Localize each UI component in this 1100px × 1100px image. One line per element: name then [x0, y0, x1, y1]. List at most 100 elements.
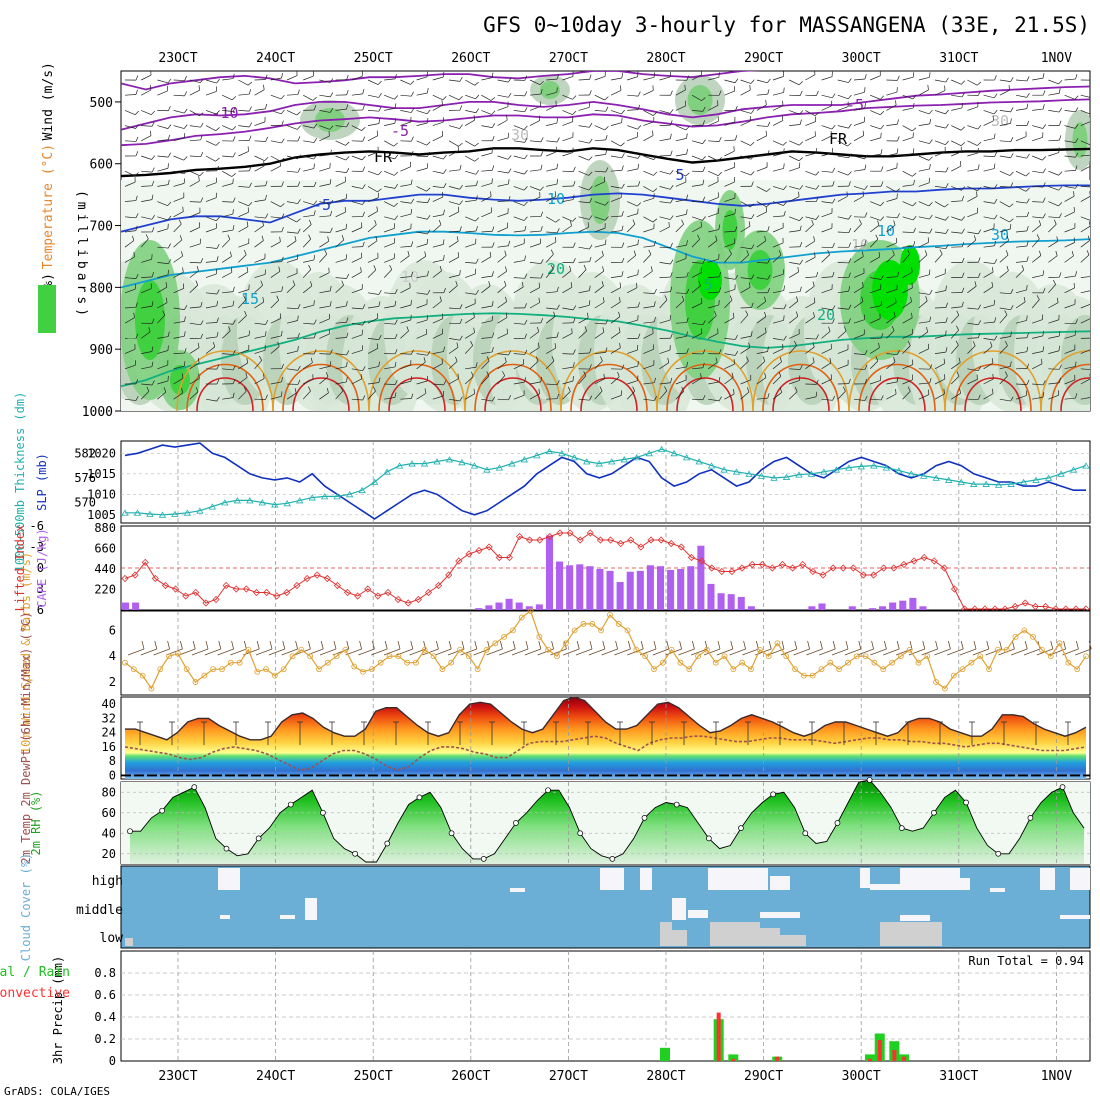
wind-barb-10m: [371, 648, 388, 656]
wind-barb: [789, 155, 800, 162]
wind-barb: [222, 272, 233, 278]
wind-barb-flag: [296, 111, 301, 116]
wind-barb: [870, 277, 882, 280]
wind-barb: [303, 337, 315, 339]
wind-barb: [643, 321, 655, 324]
wind-barb-flag: [265, 136, 268, 142]
wind-barb-flag: [848, 258, 852, 264]
wind-barb: [189, 322, 201, 326]
wind-barb: [675, 300, 685, 309]
wind-barb-10m-flag: [474, 640, 478, 650]
wind-barb-flag: [261, 235, 264, 241]
wind-barb-flag: [523, 216, 528, 221]
wind-barb-flag: [346, 361, 348, 367]
wind-barb-flag: [281, 330, 283, 336]
rh-marker: [448, 830, 455, 837]
wind-barb-10m: [575, 648, 593, 656]
wind-barb-flag: [847, 94, 852, 100]
wind-barb: [724, 150, 735, 157]
wind-barb-flag: [686, 317, 689, 323]
wind-barb: [627, 168, 639, 172]
wind-barb-flag: [767, 226, 770, 232]
wind-barb-flag: [179, 235, 183, 241]
rh-blob: [1072, 122, 1088, 158]
wind-barb: [1064, 227, 1076, 233]
wind-barb-flag: [893, 311, 896, 317]
wind-barb: [902, 137, 914, 142]
wind-barb: [400, 79, 411, 85]
wind-barb-flag: [848, 181, 851, 187]
wind-barb-flag: [729, 295, 733, 301]
wind-barb: [286, 110, 298, 116]
cloud-high-block: [1070, 868, 1090, 890]
warm-contour: [368, 350, 466, 411]
wind-barb-flag: [540, 211, 543, 217]
wind-speed-marker: [765, 653, 772, 660]
wind-barb-flag: [508, 240, 511, 246]
wind-barb: [270, 271, 281, 278]
wind-speed-marker: [783, 653, 790, 660]
li-tick-label: -6: [30, 519, 44, 533]
thickness-marker: [271, 501, 279, 508]
wind-barb-flag: [1008, 85, 1010, 91]
wind-speed-marker: [1012, 633, 1019, 640]
wind-barb: [594, 352, 606, 354]
wind-barb: [205, 125, 216, 132]
wind-barb: [610, 395, 622, 400]
wind-barb-10m-flag: [922, 640, 926, 650]
wind-barb-10m-flag: [384, 640, 388, 650]
wind-barb-10m: [268, 648, 285, 656]
wind-barb: [853, 195, 864, 202]
wind-barb-flag: [604, 216, 609, 221]
wind-barb-flag: [832, 242, 835, 248]
wind-barb: [594, 125, 606, 131]
ua-ylabel-right: (millibars): [74, 190, 89, 320]
wind-barb: [756, 332, 767, 339]
wind-barb: [254, 185, 266, 187]
wind-barb: [173, 307, 185, 310]
wind-barb-flag: [605, 134, 608, 140]
wind-barb: [416, 155, 428, 157]
wind-barb-flag: [750, 79, 755, 84]
wind-barb-flag: [925, 296, 928, 302]
wind-speed-marker: [183, 666, 190, 673]
wind-barb: [497, 79, 509, 83]
wind-barb-flag: [281, 376, 283, 383]
wind-barb: [546, 168, 557, 172]
wind-barb-flag: [411, 150, 414, 156]
wind-barb-flag: [844, 326, 847, 332]
wind-barb: [141, 276, 153, 278]
wind-barb-10m: [601, 648, 618, 656]
wind-barb: [805, 302, 816, 309]
wind-barb-flag: [993, 133, 996, 139]
wind-barb-flag: [686, 331, 688, 337]
wind-barb-flag: [572, 194, 575, 200]
wind-barb: [400, 121, 411, 126]
contour-label: -5: [313, 196, 331, 214]
wind-barb-flag: [1009, 171, 1014, 176]
ytick-label: 24: [102, 726, 116, 740]
wind-barb: [497, 183, 509, 187]
wind-barb-flag: [621, 165, 624, 171]
wind-barb: [821, 227, 833, 233]
wind-barb: [432, 318, 443, 324]
wind-barb-flag: [475, 362, 478, 368]
wind-barb-flag: [961, 228, 965, 234]
wind-barb-flag: [246, 221, 249, 227]
wind-barb: [902, 253, 911, 263]
wind-barb-10m-flag: [960, 640, 964, 650]
wind-barb: [805, 186, 817, 190]
wind-barb: [708, 105, 719, 111]
cloud-ylabel: Cloud Cover (%): [19, 853, 33, 961]
wind-barb: [902, 379, 913, 385]
wind-barb-flag: [880, 333, 884, 339]
wind-barb: [1048, 350, 1060, 354]
wind-barb: [918, 182, 930, 187]
warm-contour: [186, 363, 264, 411]
wind-barb-flag: [362, 241, 365, 247]
wind-barb-flag: [587, 312, 589, 318]
wind-barb: [303, 259, 314, 263]
wind-barb-flag: [816, 334, 819, 340]
wind-barb: [303, 304, 314, 309]
